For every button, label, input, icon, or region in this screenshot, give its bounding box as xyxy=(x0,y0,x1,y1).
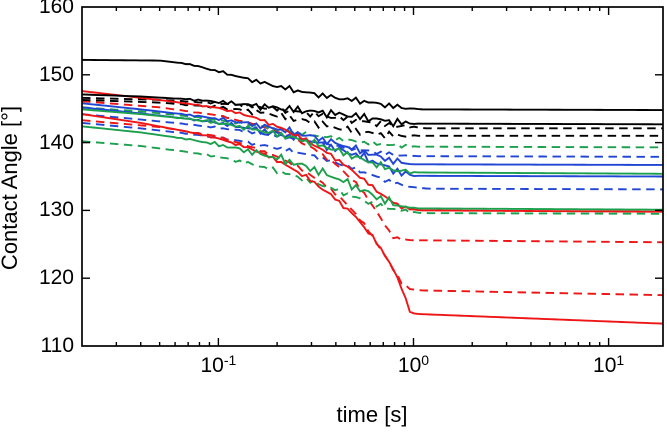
series-red-dashed-1 xyxy=(82,100,663,244)
series-red-dashed-2 xyxy=(82,119,663,297)
y-tick-label-120: 120 xyxy=(38,266,74,290)
y-tick-label-130: 130 xyxy=(38,198,74,222)
x-tick-label-10e-1: 10-1 xyxy=(200,352,237,377)
series-green-dashed-1 xyxy=(82,106,663,149)
x-tick-label-10e0: 100 xyxy=(397,352,430,377)
series-green-dashed-2 xyxy=(82,140,663,215)
y-tick-label-110: 110 xyxy=(40,334,74,357)
axes-box xyxy=(81,6,664,347)
series-black-solid-1 xyxy=(82,58,663,112)
series-green-solid-2 xyxy=(82,125,663,211)
y-tick-label-140: 140 xyxy=(38,130,74,154)
series-green-solid-1 xyxy=(82,108,663,175)
series-red-solid-1 xyxy=(82,90,663,213)
series-black-dashed-2 xyxy=(82,98,663,140)
x-axis-label: time [s] xyxy=(336,402,408,427)
series-group xyxy=(82,58,663,325)
series-blue-solid-1 xyxy=(82,102,663,166)
series-black-dashed-1 xyxy=(82,96,663,130)
y-tick-label-150: 150 xyxy=(38,62,74,86)
y-tick-label-160: 160 xyxy=(38,0,74,18)
series-black-solid-2 xyxy=(82,93,663,129)
x-tick-label-10e1: 101 xyxy=(593,352,625,377)
series-red-solid-2 xyxy=(82,113,663,325)
series-blue-dashed-2 xyxy=(82,121,663,191)
